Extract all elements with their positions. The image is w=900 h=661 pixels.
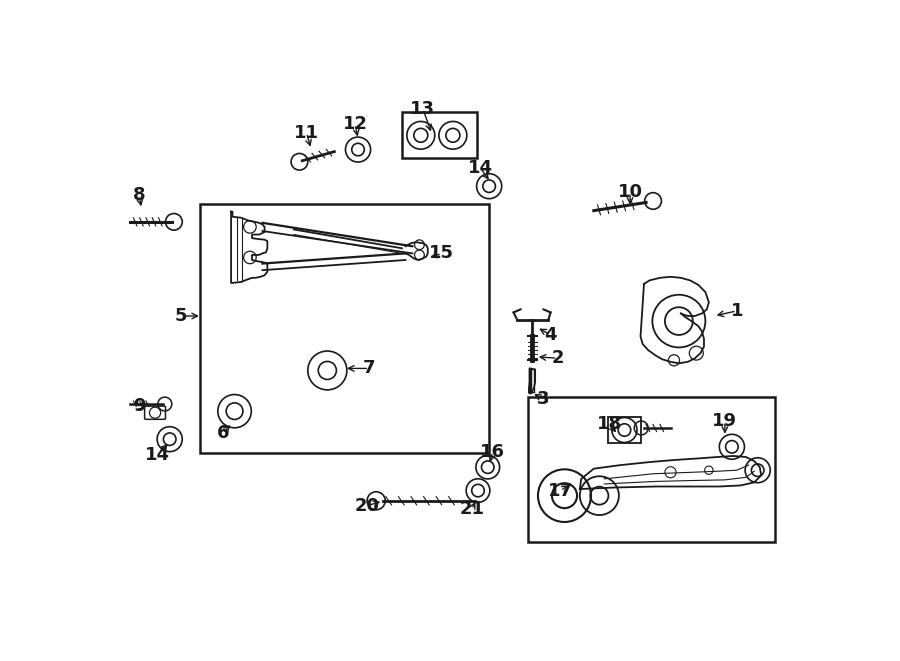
Text: 10: 10 <box>617 183 643 202</box>
Bar <box>402 112 477 158</box>
Bar <box>200 204 490 453</box>
Text: 9: 9 <box>133 397 145 415</box>
Text: 7: 7 <box>363 360 375 377</box>
Text: 18: 18 <box>597 415 622 434</box>
Text: 14: 14 <box>145 446 170 464</box>
Bar <box>527 397 775 543</box>
Text: 14: 14 <box>468 159 493 177</box>
Text: 3: 3 <box>536 390 549 408</box>
Text: 1: 1 <box>731 302 743 320</box>
Text: 21: 21 <box>459 500 484 518</box>
Text: 13: 13 <box>410 100 436 118</box>
Text: 4: 4 <box>544 326 557 344</box>
Text: 17: 17 <box>548 482 572 500</box>
Text: 19: 19 <box>713 412 737 430</box>
Text: 15: 15 <box>429 245 454 262</box>
Text: 5: 5 <box>175 307 187 325</box>
Text: 16: 16 <box>480 443 505 461</box>
Text: 11: 11 <box>294 124 319 141</box>
Text: 6: 6 <box>217 424 229 442</box>
Text: 2: 2 <box>552 349 563 368</box>
Bar <box>608 417 641 444</box>
Text: 20: 20 <box>355 497 380 515</box>
Text: 12: 12 <box>343 115 368 133</box>
Text: 8: 8 <box>132 186 145 204</box>
